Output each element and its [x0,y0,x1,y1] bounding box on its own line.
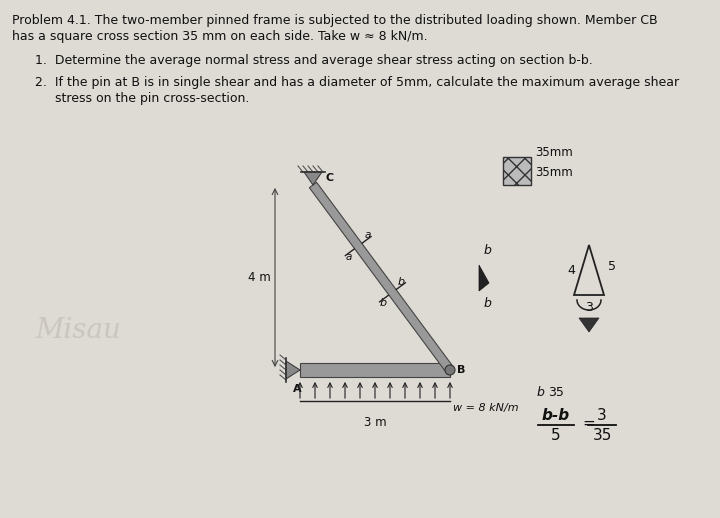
Text: stress on the pin cross-section.: stress on the pin cross-section. [35,92,249,105]
Polygon shape [579,318,599,332]
Text: B: B [457,365,465,375]
Text: Problem 4.1. The two-member pinned frame is subjected to the distributed loading: Problem 4.1. The two-member pinned frame… [12,14,657,27]
Text: has a square cross section 35 mm on each side. Take w ≈ 8 kN/m.: has a square cross section 35 mm on each… [12,30,428,43]
Text: 3 m: 3 m [364,416,387,429]
Text: 35mm: 35mm [535,166,572,180]
Text: A: A [293,384,301,394]
Text: b: b [398,277,405,286]
Polygon shape [479,265,489,291]
Text: a: a [364,231,371,240]
Text: b: b [537,385,545,398]
Text: 35: 35 [548,385,564,398]
Text: Misau: Misau [35,316,121,343]
Circle shape [445,365,455,375]
Text: 1.  Determine the average normal stress and average shear stress acting on secti: 1. Determine the average normal stress a… [35,54,593,67]
Text: 2.  If the pin at B is in single shear and has a diameter of 5mm, calculate the : 2. If the pin at B is in single shear an… [35,76,679,89]
Text: C: C [325,173,333,183]
Text: 3: 3 [585,301,593,314]
Text: 5: 5 [552,428,561,443]
Text: b-b: b-b [542,408,570,423]
Bar [503,157,531,185]
Text: 35: 35 [593,428,612,443]
Text: =: = [582,415,595,430]
Polygon shape [300,363,450,377]
Text: 35mm: 35mm [535,147,572,160]
Text: 3: 3 [597,408,607,423]
Text: b: b [483,297,491,310]
Text: b: b [483,244,491,257]
Polygon shape [286,361,300,379]
Text: a: a [346,252,352,262]
Text: 4 m: 4 m [248,271,271,284]
Polygon shape [310,182,454,372]
Text: w = 8 kN/m: w = 8 kN/m [453,403,518,413]
Text: 4: 4 [567,264,575,277]
Polygon shape [304,172,322,185]
Text: b: b [380,298,387,308]
Text: 5: 5 [608,261,616,274]
